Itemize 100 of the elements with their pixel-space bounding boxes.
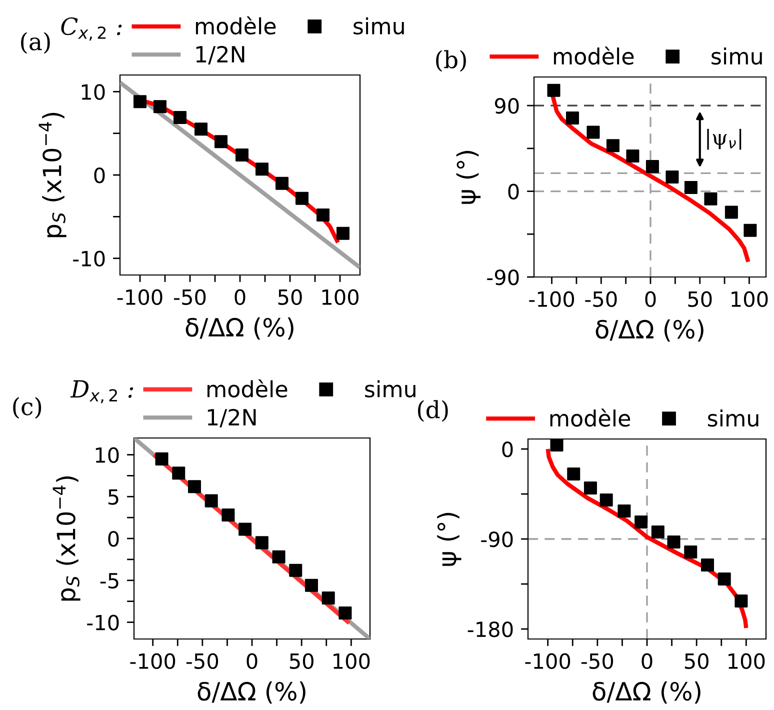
annotation: |ψ$_{ν}$| xyxy=(707,128,742,150)
point xyxy=(704,192,718,206)
point xyxy=(586,126,600,139)
x-tick-label: 100 xyxy=(728,653,765,670)
y-tick-label: -180 xyxy=(468,621,513,638)
point xyxy=(194,122,208,136)
x-tick-label: 0 xyxy=(642,653,652,670)
point xyxy=(684,180,698,194)
point xyxy=(255,536,268,550)
x-tick-label: 0 xyxy=(246,653,258,670)
point xyxy=(651,525,664,539)
point xyxy=(188,480,201,494)
point xyxy=(700,558,714,572)
y-tick-label: -90 xyxy=(487,269,519,286)
point xyxy=(214,135,228,148)
point xyxy=(618,504,631,518)
legend-label: simu xyxy=(712,47,762,65)
point xyxy=(550,438,564,452)
point xyxy=(235,148,249,162)
point xyxy=(667,535,680,549)
point xyxy=(734,594,748,608)
x-tick-label: -50 xyxy=(174,289,206,306)
point xyxy=(666,170,679,184)
point xyxy=(153,100,167,114)
x-axis-title: δ/ΔΩ (%) xyxy=(186,317,294,340)
point xyxy=(155,452,168,466)
legend-label: modèle xyxy=(550,408,630,427)
y-tick-label: 10 xyxy=(96,447,119,463)
x-tick-label: 50 xyxy=(278,289,302,306)
legend-label: modèle xyxy=(554,46,634,65)
point xyxy=(600,493,613,507)
y-axis-title: ψ (°) xyxy=(456,150,481,204)
point xyxy=(222,508,235,522)
x-tick-label: -50 xyxy=(186,653,218,670)
line-series xyxy=(546,446,748,630)
x-axis-title: δ/ΔΩ (%) xyxy=(596,319,704,342)
y-tick-label: 0 xyxy=(502,441,513,458)
x-tick-label: -50 xyxy=(585,291,617,308)
chart-title: (b) xyxy=(436,50,466,72)
x-tick-label: 50 xyxy=(684,653,708,670)
point xyxy=(626,150,640,163)
x-tick-label: 100 xyxy=(322,289,358,306)
legend-label: 1/2N xyxy=(208,408,256,428)
point xyxy=(275,176,289,190)
point xyxy=(584,481,597,495)
point xyxy=(304,578,318,592)
y-tick-label: -5 xyxy=(100,573,118,589)
x-tick-label: 0 xyxy=(645,291,656,308)
point xyxy=(684,545,698,559)
y-tick-label: 0 xyxy=(508,184,519,200)
point xyxy=(744,224,757,237)
x-tick-label: 100 xyxy=(732,291,768,308)
point xyxy=(336,226,350,240)
x-tick-label: 100 xyxy=(334,653,370,670)
point xyxy=(718,572,731,586)
point xyxy=(322,591,335,604)
point xyxy=(724,206,738,219)
y-tick-label: -10 xyxy=(87,614,119,630)
point xyxy=(272,550,286,564)
legend-label: modèle xyxy=(207,379,288,398)
point xyxy=(338,606,352,620)
point xyxy=(204,494,218,508)
y-axis-title: p$_{S}$ (x10$^{−4}$) xyxy=(52,476,80,601)
point xyxy=(316,208,330,222)
point xyxy=(133,95,147,108)
point xyxy=(646,160,659,174)
x-tick-label: 50 xyxy=(688,291,712,308)
y-tick-label: 0 xyxy=(94,167,105,184)
y-tick-label: 90 xyxy=(494,98,519,114)
legend-label: 1/2N xyxy=(196,46,244,64)
legend-label: simu xyxy=(708,409,758,427)
legend-label: simu xyxy=(354,17,404,35)
y-tick-label: 10 xyxy=(82,84,105,100)
y-tick-label: 0 xyxy=(108,530,119,547)
legend-label: simu xyxy=(365,380,416,398)
y-axis-title: p$_{S}$ (x10$^{−4}$) xyxy=(38,112,66,238)
point xyxy=(567,467,580,481)
x-tick-label: 50 xyxy=(290,653,314,670)
x-tick-label: -100 xyxy=(525,653,570,670)
point xyxy=(255,162,269,176)
point xyxy=(295,192,309,205)
point xyxy=(172,466,186,480)
x-tick-label: -100 xyxy=(117,289,162,306)
x-axis-title: δ/ΔΩ (%) xyxy=(592,681,700,704)
point xyxy=(173,110,187,124)
point xyxy=(289,564,302,577)
chart-title: (d) xyxy=(418,400,448,422)
legend-title: D$_{x,2}$ : xyxy=(70,380,134,404)
point xyxy=(566,111,580,124)
x-tick-label: 0 xyxy=(234,289,246,306)
chart-title: (c) xyxy=(13,397,42,419)
x-tick-label: -50 xyxy=(581,653,614,670)
x-axis-title: δ/ΔΩ (%) xyxy=(198,681,306,704)
point xyxy=(547,84,560,97)
x-tick-label: -100 xyxy=(130,653,176,670)
legend-label: modèle xyxy=(196,16,276,35)
point xyxy=(606,139,620,152)
point xyxy=(634,515,648,529)
chart-title: (a) xyxy=(21,32,50,54)
y-tick-label: -10 xyxy=(73,250,105,267)
